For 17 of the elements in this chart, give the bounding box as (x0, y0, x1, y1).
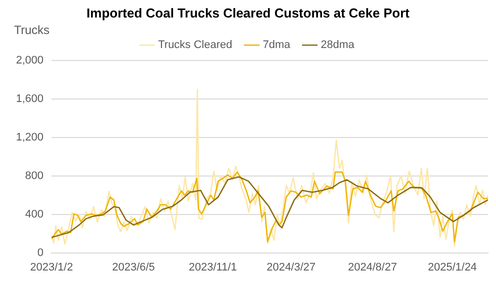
y-tick-label: 1,200 (16, 132, 44, 144)
y-tick-label: 2,000 (16, 54, 44, 67)
y-tick-label: 400 (25, 208, 44, 220)
x-tick-label: 2024/8/27 (348, 261, 397, 274)
y-tick-label: 0 (37, 246, 44, 259)
legend-label: 28dma (320, 39, 356, 52)
x-tick-label: 2023/11/1 (188, 261, 237, 274)
x-tick-label: 2023/6/5 (112, 261, 155, 274)
x-tick-label: 2023/1/2 (30, 261, 73, 274)
x-tick-label: 2025/1/24 (428, 261, 477, 274)
chart-title: Imported Coal Trucks Cleared Customs at Ceke Port (86, 5, 410, 20)
y-tick-label: 800 (25, 170, 44, 182)
legend-label: 7dma (262, 39, 292, 52)
y-tick-label: 1,600 (16, 93, 44, 106)
legend-label: Trucks Cleared (158, 39, 232, 52)
x-tick-label: 2024/3/27 (266, 261, 316, 274)
y-axis-title: Trucks (14, 23, 50, 37)
